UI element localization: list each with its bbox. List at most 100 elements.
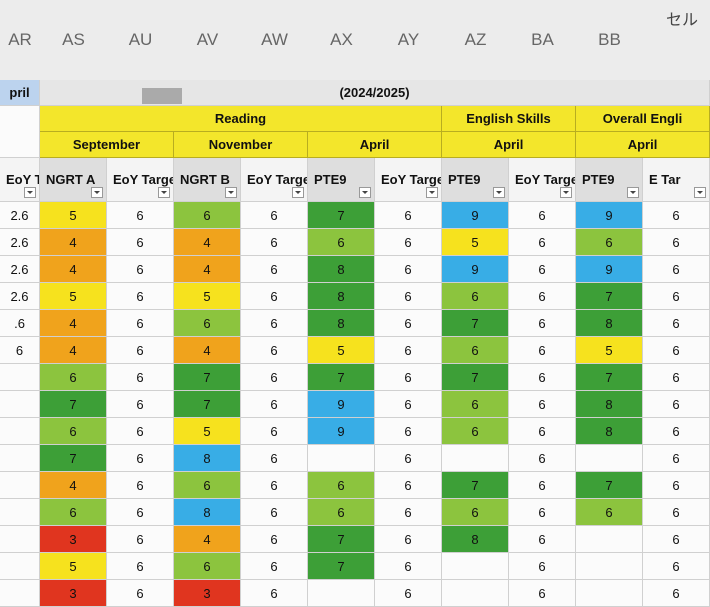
data-cell[interactable]: 6: [643, 526, 710, 553]
data-cell[interactable]: 6: [643, 229, 710, 256]
data-cell[interactable]: 4: [174, 526, 241, 553]
data-cell[interactable]: 4: [174, 337, 241, 364]
column-letter[interactable]: AU: [128, 30, 153, 49]
data-cell[interactable]: 5: [174, 283, 241, 310]
data-cell[interactable]: 6: [509, 526, 576, 553]
data-cell[interactable]: 6: [107, 202, 174, 229]
data-cell[interactable]: 6: [107, 580, 174, 607]
data-cell[interactable]: 6: [241, 499, 308, 526]
data-cell[interactable]: 4: [40, 472, 107, 499]
filter-button[interactable]: [225, 187, 237, 198]
toolbar-label[interactable]: セル: [665, 12, 698, 29]
data-cell[interactable]: 5: [174, 418, 241, 445]
data-cell[interactable]: 6: [241, 283, 308, 310]
data-cell[interactable]: 9: [308, 391, 375, 418]
data-cell[interactable]: 6: [375, 526, 442, 553]
data-cell[interactable]: 6: [107, 256, 174, 283]
column-letter[interactable]: AX: [330, 30, 353, 49]
data-cell[interactable]: 7: [576, 472, 643, 499]
data-cell[interactable]: [0, 445, 40, 472]
data-cell[interactable]: 3: [174, 580, 241, 607]
data-cell[interactable]: 6: [174, 202, 241, 229]
data-cell[interactable]: 6: [375, 472, 442, 499]
column-letter[interactable]: BA: [531, 30, 554, 49]
data-cell[interactable]: 6: [442, 418, 509, 445]
data-cell[interactable]: [0, 391, 40, 418]
data-cell[interactable]: 6: [107, 391, 174, 418]
data-cell[interactable]: 6: [576, 229, 643, 256]
column-letter[interactable]: AR: [8, 30, 32, 49]
data-cell[interactable]: 6: [643, 337, 710, 364]
data-cell[interactable]: 6: [509, 337, 576, 364]
data-cell[interactable]: 9: [576, 256, 643, 283]
data-cell[interactable]: 6: [308, 229, 375, 256]
data-cell[interactable]: 6: [375, 310, 442, 337]
data-cell[interactable]: 2.6: [0, 283, 40, 310]
data-cell[interactable]: 6: [241, 364, 308, 391]
data-cell[interactable]: 6: [107, 229, 174, 256]
data-cell[interactable]: 6: [442, 283, 509, 310]
data-cell[interactable]: 3: [40, 526, 107, 553]
data-cell[interactable]: 6: [509, 256, 576, 283]
data-cell[interactable]: 6: [643, 391, 710, 418]
filter-button[interactable]: [694, 187, 706, 198]
data-cell[interactable]: 7: [174, 391, 241, 418]
data-cell[interactable]: 6: [375, 256, 442, 283]
data-cell[interactable]: 6: [576, 499, 643, 526]
data-cell[interactable]: 8: [174, 499, 241, 526]
filter-button[interactable]: [359, 187, 371, 198]
data-cell[interactable]: 8: [308, 310, 375, 337]
column-letter[interactable]: AV: [196, 30, 219, 49]
data-cell[interactable]: [0, 526, 40, 553]
data-cell[interactable]: 6: [375, 364, 442, 391]
data-cell[interactable]: 6: [241, 526, 308, 553]
data-cell[interactable]: 6: [509, 364, 576, 391]
data-cell[interactable]: 2.6: [0, 202, 40, 229]
data-cell[interactable]: [308, 580, 375, 607]
data-cell[interactable]: 5: [308, 337, 375, 364]
data-cell[interactable]: 8: [442, 526, 509, 553]
filter-button[interactable]: [292, 187, 304, 198]
data-cell[interactable]: 6: [509, 418, 576, 445]
data-cell[interactable]: 7: [40, 391, 107, 418]
data-cell[interactable]: 9: [442, 256, 509, 283]
data-cell[interactable]: 7: [576, 364, 643, 391]
data-cell[interactable]: 6: [107, 337, 174, 364]
data-cell[interactable]: [0, 580, 40, 607]
data-cell[interactable]: 6: [241, 418, 308, 445]
data-cell[interactable]: 7: [308, 526, 375, 553]
data-cell[interactable]: [0, 418, 40, 445]
data-cell[interactable]: 6: [375, 202, 442, 229]
data-cell[interactable]: 6: [442, 499, 509, 526]
data-cell[interactable]: 6: [107, 310, 174, 337]
data-cell[interactable]: 6: [375, 229, 442, 256]
data-cell[interactable]: 7: [308, 553, 375, 580]
data-cell[interactable]: 7: [442, 472, 509, 499]
column-letter[interactable]: BB: [598, 30, 621, 49]
data-cell[interactable]: .6: [0, 310, 40, 337]
data-cell[interactable]: 2.6: [0, 229, 40, 256]
data-cell[interactable]: 7: [576, 283, 643, 310]
data-cell[interactable]: 6: [643, 472, 710, 499]
data-cell[interactable]: 6: [107, 283, 174, 310]
data-cell[interactable]: 4: [40, 310, 107, 337]
data-cell[interactable]: 2.6: [0, 256, 40, 283]
data-cell[interactable]: 6: [241, 580, 308, 607]
data-cell[interactable]: [0, 553, 40, 580]
data-cell[interactable]: 6: [375, 553, 442, 580]
data-cell[interactable]: 6: [107, 364, 174, 391]
data-cell[interactable]: 6: [375, 580, 442, 607]
data-cell[interactable]: 8: [576, 310, 643, 337]
data-cell[interactable]: 6: [643, 445, 710, 472]
data-cell[interactable]: 5: [576, 337, 643, 364]
data-cell[interactable]: 7: [308, 364, 375, 391]
data-cell[interactable]: 6: [241, 472, 308, 499]
column-letter[interactable]: AW: [261, 30, 288, 49]
data-cell[interactable]: 6: [241, 256, 308, 283]
data-cell[interactable]: 7: [40, 445, 107, 472]
data-cell[interactable]: 8: [174, 445, 241, 472]
data-cell[interactable]: 6: [509, 391, 576, 418]
data-cell[interactable]: 6: [509, 445, 576, 472]
data-cell[interactable]: 4: [40, 229, 107, 256]
data-cell[interactable]: 6: [174, 310, 241, 337]
